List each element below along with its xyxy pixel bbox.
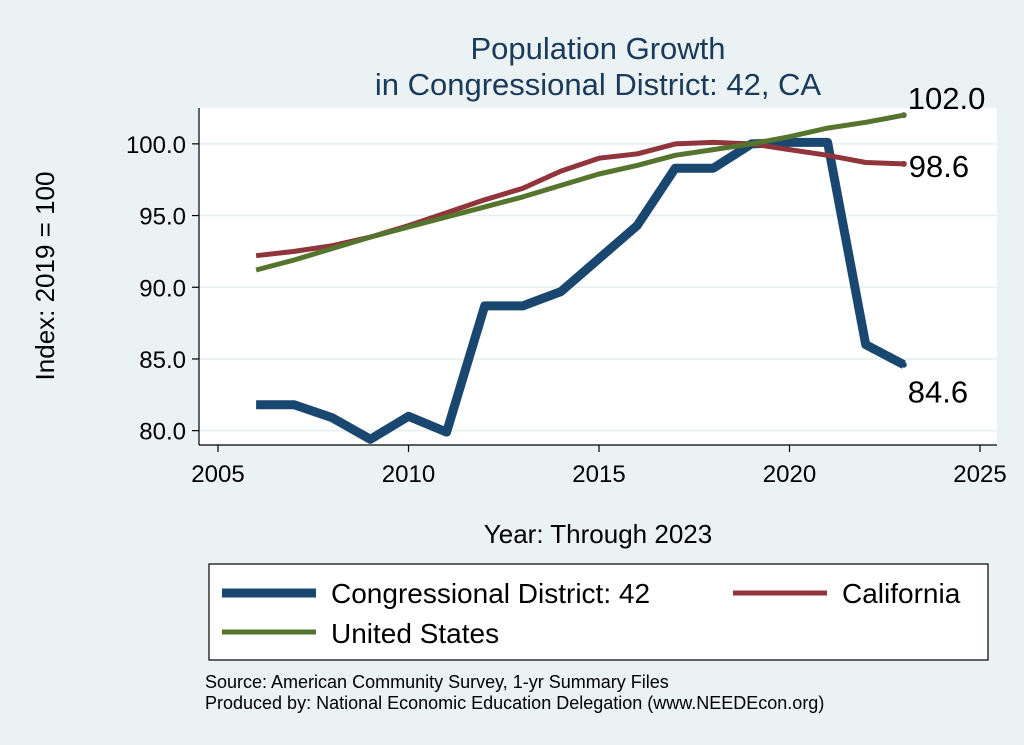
legend-label-united-states: United States <box>331 618 499 649</box>
y-tick-label-3: 95.0 <box>139 204 186 231</box>
x-tick-label-3: 2020 <box>763 461 816 488</box>
producer-note: Produced by: National Economic Education… <box>205 693 824 713</box>
end-label-california: 98.6 <box>909 149 969 184</box>
y-tick-label-1: 85.0 <box>139 347 186 374</box>
series-line-united-states-end-marker <box>900 112 907 119</box>
y-tick-label-4: 100.0 <box>126 132 186 159</box>
axes <box>198 108 997 446</box>
chart-title-line-1: Population Growth <box>470 31 725 66</box>
series-line-district <box>256 137 906 444</box>
end-labels: 84.6 98.6 102.0 <box>908 81 986 410</box>
chart-title-line-2: in Congressional District: 42, CA <box>375 67 822 102</box>
y-axis-title: Index: 2019 = 100 <box>30 172 60 381</box>
legend: Congressional District: 42 California Un… <box>208 563 989 661</box>
source-note: Source: American Community Survey, 1-yr … <box>205 672 669 692</box>
axis-ticks: 80.0 85.0 90.0 95.0 100.0 2005 2010 2015 2020 202… <box>126 132 1007 488</box>
data-series <box>255 112 907 444</box>
x-tick-label-1: 2010 <box>382 461 435 488</box>
grid-lines <box>199 143 997 432</box>
end-label-united-states: 102.0 <box>908 81 986 116</box>
y-tick-label-2: 90.0 <box>139 275 186 302</box>
legend-label-california: California <box>842 578 961 609</box>
end-label-district: 84.6 <box>908 375 968 410</box>
series-line-california-end-marker <box>900 160 907 167</box>
y-tick-label-0: 80.0 <box>139 419 186 446</box>
legend-box <box>208 563 989 661</box>
x-tick-label-4: 2025 <box>953 461 1006 488</box>
x-tick-label-2: 2015 <box>572 461 625 488</box>
series-line-united-states <box>255 112 905 273</box>
x-tick-label-0: 2005 <box>191 461 244 488</box>
x-axis-title: Year: Through 2023 <box>484 519 712 549</box>
series-line-district-end-marker <box>900 361 907 368</box>
legend-label-district: Congressional District: 42 <box>331 578 650 609</box>
